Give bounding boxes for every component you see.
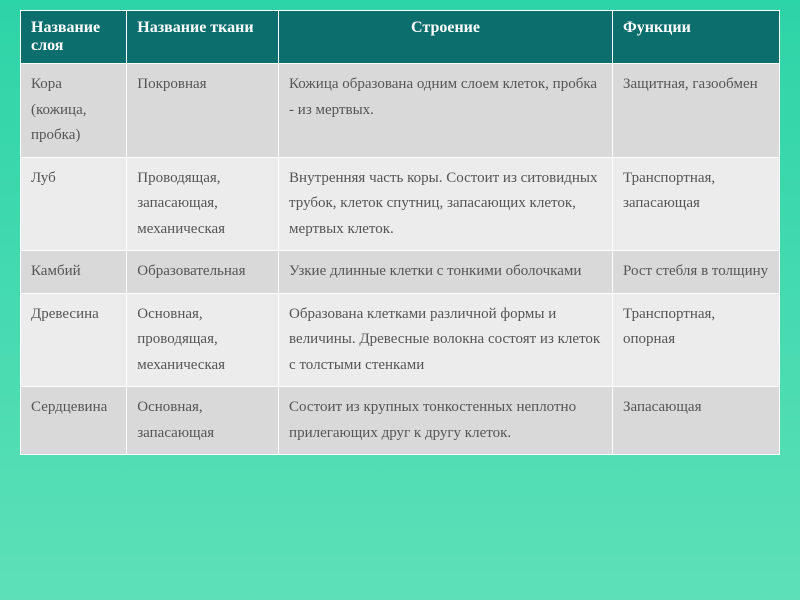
cell-function: Транспортная, запасающая xyxy=(613,157,780,251)
cell-tissue: Проводящая, запасающая, механическая xyxy=(127,157,279,251)
cell-structure: Кожица образована одним слоем клеток, пр… xyxy=(279,64,613,158)
column-header-tissue: Название ткани xyxy=(127,11,279,64)
cell-function: Защитная, газообмен xyxy=(613,64,780,158)
column-header-layer: Название слоя xyxy=(21,11,127,64)
cell-tissue: Основная, запасающая xyxy=(127,387,279,455)
cell-structure: Состоит из крупных тонкостенных неплотно… xyxy=(279,387,613,455)
column-header-structure: Строение xyxy=(279,11,613,64)
cell-tissue: Покровная xyxy=(127,64,279,158)
cell-layer: Древесина xyxy=(21,293,127,387)
cell-tissue: Основная, проводящая, механическая xyxy=(127,293,279,387)
table-row: Древесина Основная, проводящая, механиче… xyxy=(21,293,780,387)
table-row: Кора (кожица, пробка) Покровная Кожица о… xyxy=(21,64,780,158)
cell-layer: Камбий xyxy=(21,251,127,294)
cell-layer: Сердцевина xyxy=(21,387,127,455)
table-row: Сердцевина Основная, запасающая Состоит … xyxy=(21,387,780,455)
cell-structure: Узкие длинные клетки с тонкими оболочкам… xyxy=(279,251,613,294)
table-row: Луб Проводящая, запасающая, механическая… xyxy=(21,157,780,251)
cell-layer: Кора (кожица, пробка) xyxy=(21,64,127,158)
plant-stem-layers-table: Название слоя Название ткани Строение Фу… xyxy=(20,10,780,455)
cell-function: Рост стебля в толщину xyxy=(613,251,780,294)
column-header-function: Функции xyxy=(613,11,780,64)
cell-structure: Образована клетками различной формы и ве… xyxy=(279,293,613,387)
cell-function: Запасающая xyxy=(613,387,780,455)
cell-layer: Луб xyxy=(21,157,127,251)
cell-tissue: Образовательная xyxy=(127,251,279,294)
cell-function: Транспортная, опорная xyxy=(613,293,780,387)
table-row: Камбий Образовательная Узкие длинные кле… xyxy=(21,251,780,294)
table-header-row: Название слоя Название ткани Строение Фу… xyxy=(21,11,780,64)
cell-structure: Внутренняя часть коры. Состоит из ситови… xyxy=(279,157,613,251)
